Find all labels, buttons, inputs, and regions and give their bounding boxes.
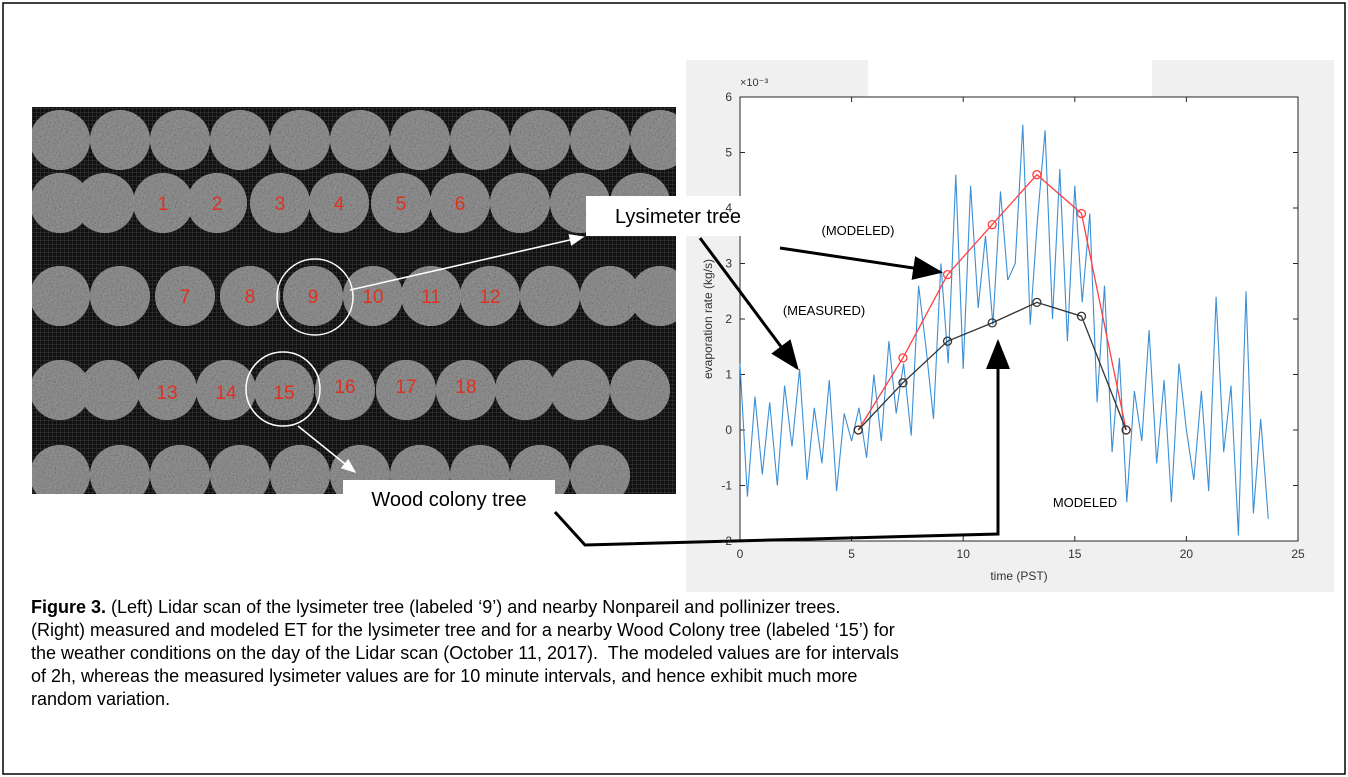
y-tick-label: -2 (721, 534, 732, 548)
tree-label: 6 (455, 194, 466, 215)
x-axis-label: time (PST) (990, 569, 1047, 583)
tree-canopy (90, 445, 150, 505)
tree-canopy (495, 360, 555, 420)
y-tick-label: 6 (725, 90, 732, 104)
tree-label: 2 (212, 194, 223, 215)
tree-canopy (450, 110, 510, 170)
tree-canopy (30, 110, 90, 170)
y-multiplier: ×10⁻³ (740, 77, 768, 89)
tree-label: 1 (158, 194, 169, 215)
figure: ×10⁻³ time (PST) evaporation rate (kg/s)… (0, 0, 1348, 777)
tree-label: 4 (334, 194, 345, 215)
y-tick-label: 3 (725, 257, 732, 271)
y-axis-label: evaporation rate (kg/s) (701, 259, 715, 379)
tree-canopy (80, 360, 140, 420)
annotation: (MEASURED) (783, 303, 865, 318)
tree-label: 7 (180, 287, 191, 308)
tree-canopy (75, 173, 135, 233)
tree-canopy (30, 445, 90, 505)
tree-canopy (390, 110, 450, 170)
tree-canopy (550, 360, 610, 420)
tree-canopy (630, 266, 690, 326)
tree-canopy (630, 110, 690, 170)
caption-line: (Right) measured and modeled ET for the … (31, 620, 895, 641)
tree-canopy (510, 110, 570, 170)
tree-label: 12 (479, 287, 500, 308)
tree-canopy (90, 110, 150, 170)
tree-label: 5 (396, 194, 407, 215)
x-tick-label: 20 (1180, 547, 1194, 561)
tree-canopy (330, 110, 390, 170)
tree-label: 13 (156, 383, 177, 404)
tree-label: 8 (245, 287, 256, 308)
tree-label: 14 (215, 383, 237, 404)
tree-label: 15 (273, 383, 294, 404)
x-tick-label: 15 (1068, 547, 1082, 561)
lidar-image (30, 107, 690, 505)
x-tick-label: 5 (848, 547, 855, 561)
y-tick-label: 2 (725, 312, 732, 326)
tree-canopy (90, 266, 150, 326)
tree-canopy (570, 110, 630, 170)
tree-canopy (150, 110, 210, 170)
x-tick-label: 25 (1291, 547, 1305, 561)
tree-label: 10 (362, 287, 383, 308)
tree-canopy (150, 445, 210, 505)
caption-line: the weather conditions on the day of the… (31, 643, 899, 664)
callout: Wood colony tree (371, 489, 526, 511)
y-tick-label: 1 (725, 368, 732, 382)
y-tick-label: 5 (725, 146, 732, 160)
annotation: MODELED (1053, 495, 1117, 510)
tree-canopy (520, 266, 580, 326)
tree-canopy (210, 445, 270, 505)
y-tick-label: 0 (725, 423, 732, 437)
tree-label: 17 (395, 377, 416, 398)
tree-canopy (570, 445, 630, 505)
caption-label: Figure 3. (31, 597, 106, 617)
x-tick-label: 10 (957, 547, 971, 561)
y-tick-label: 4 (725, 201, 732, 215)
x-tick-label: 0 (737, 547, 744, 561)
plot-area (740, 97, 1298, 541)
tree-label: 11 (421, 287, 441, 308)
tree-label: 9 (308, 287, 319, 308)
tree-canopy (490, 173, 550, 233)
tree-label: 18 (455, 377, 476, 398)
tree-label: 16 (334, 377, 355, 398)
tree-canopy (270, 445, 330, 505)
tree-label: 3 (275, 194, 286, 215)
callout: Lysimeter tree (615, 206, 741, 228)
caption-line: Figure 3. (Left) Lidar scan of the lysim… (31, 597, 840, 618)
tree-canopy (30, 266, 90, 326)
annotation: (MODELED) (822, 223, 895, 238)
tree-canopy (610, 360, 670, 420)
caption-line: random variation. (31, 689, 170, 710)
panel-gap (868, 60, 1152, 97)
tree-canopy (270, 110, 330, 170)
tree-canopy (210, 110, 270, 170)
caption-text: (Left) Lidar scan of the lysimeter tree … (106, 597, 840, 617)
y-tick-label: -1 (721, 479, 732, 493)
caption-line: of 2h, whereas the measured lysimeter va… (31, 666, 857, 687)
